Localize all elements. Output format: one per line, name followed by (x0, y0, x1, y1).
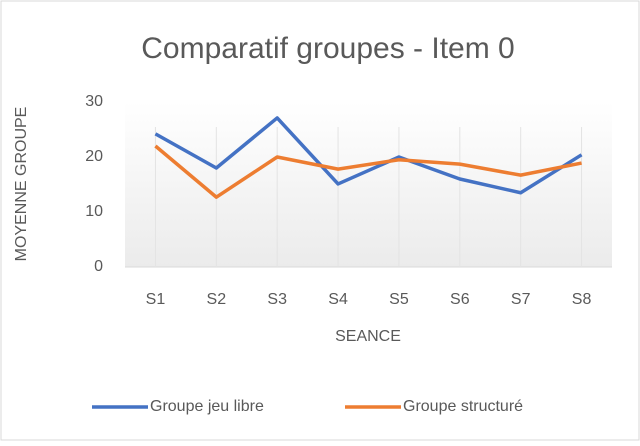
y-tick-label: 20 (85, 148, 103, 165)
x-tick-label: S8 (572, 291, 592, 308)
x-tick-label: S3 (267, 291, 287, 308)
legend-label: Groupe jeu libre (150, 398, 264, 415)
x-tick-label: S7 (511, 291, 531, 308)
line-series (154, 144, 582, 199)
y-axis-label: MOYENNE GROUPE (13, 107, 30, 262)
chart-title: Comparatif groupes - Item 0 (141, 32, 515, 65)
x-tick-label: S1 (146, 291, 166, 308)
y-tick-label: 30 (85, 93, 103, 110)
x-tick-label: S4 (328, 291, 348, 308)
x-tick-label: S5 (389, 291, 409, 308)
x-axis-label: SEANCE (335, 328, 401, 345)
x-tick-label: S2 (207, 291, 227, 308)
x-tick-label: S6 (450, 291, 470, 308)
legend-label: Groupe structuré (403, 398, 523, 415)
y-tick-label: 0 (94, 258, 103, 275)
legend: Groupe jeu libre Groupe structuré (92, 398, 523, 415)
line-series (154, 116, 583, 195)
plot-background (125, 102, 612, 267)
y-tick-label: 10 (85, 203, 103, 220)
